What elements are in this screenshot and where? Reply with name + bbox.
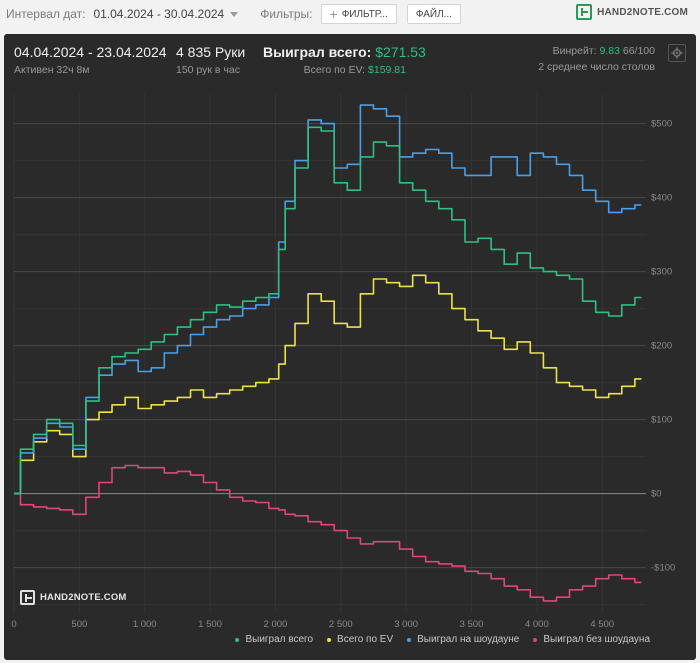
date-interval-select[interactable]: 01.04.2024 - 30.04.2024 [93, 7, 225, 21]
avg-tables: 2 среднее число столов [538, 61, 655, 73]
x-tick-label: 3 000 [394, 619, 418, 630]
logo-icon [20, 590, 35, 605]
logo-icon [576, 4, 593, 20]
legend-dot [533, 637, 538, 642]
y-tick-label: $300 [651, 267, 672, 278]
add-filter-label: ФИЛЬТР... [341, 8, 388, 20]
x-tick-label: 2 000 [264, 619, 288, 630]
x-tick-label: 0 [11, 619, 16, 630]
y-tick-label: $200 [651, 341, 672, 352]
series-line-2 [14, 104, 642, 495]
legend-label: Выиграл без шоудауна [543, 634, 650, 645]
interval-label: Интервал дат: [6, 7, 86, 21]
x-tick-label: 500 [71, 619, 87, 630]
legend-item[interactable]: Выиграл на шоудауне [407, 634, 519, 645]
chevron-down-icon[interactable] [230, 11, 239, 17]
series-line-3 [14, 464, 642, 602]
files-button[interactable]: ФАЙЛ... [406, 4, 461, 24]
watermark-text: HAND2NOTE.COM [40, 592, 127, 603]
winrate-unit: 66/100 [622, 45, 655, 57]
graph-panel: 04.04.2024 - 23.04.2024 Активен 32ч 8м 4… [4, 34, 696, 660]
settings-button[interactable] [668, 44, 686, 62]
top-toolbar: Интервал дат: 01.04.2024 - 30.04.2024 Фи… [0, 0, 700, 28]
gear-icon [671, 47, 683, 59]
y-tick-label: $500 [651, 119, 672, 130]
legend-dot [407, 637, 412, 642]
hands-per-hour: 150 рук в час [176, 64, 240, 76]
legend-label: Выиграл на шоудауне [417, 634, 520, 645]
x-tick-label: 1 500 [198, 619, 222, 630]
x-tick-label: 2 500 [329, 619, 353, 630]
add-filter-button[interactable]: + ФИЛЬТР... [320, 4, 397, 24]
total-won-label: Выиграл всего: [263, 44, 372, 60]
total-won-value: $271.53 [375, 44, 426, 60]
profit-chart: $500 $400 $300 $200 $100 $0 -$100 0 500 1 000 1 5… [11, 94, 675, 630]
plus-icon: + [329, 6, 338, 22]
legend-dot [327, 637, 332, 642]
app-logo: HAND2NOTE.COM [576, 4, 688, 20]
legend-label: Выиграл всего [245, 634, 314, 645]
session-date-range: 04.04.2024 - 23.04.2024 [14, 44, 167, 60]
legend-item[interactable]: Выиграл всего [235, 634, 313, 645]
winrate-label: Винрейт: [552, 45, 597, 57]
filters-label: Фильтры: [260, 7, 313, 21]
y-axis-ticks: $500 $400 $300 $200 $100 $0 -$100 [651, 119, 675, 574]
chart-grid [13, 94, 646, 612]
ev-total-value: $159.81 [368, 64, 406, 76]
total-won: Выиграл всего: $271.53 [263, 44, 426, 60]
legend-item[interactable]: Всего по EV [327, 634, 393, 645]
x-tick-label: 1 000 [133, 619, 157, 630]
hands-count: 4 835 Руки [176, 44, 246, 60]
plot-area [14, 94, 646, 612]
y-tick-label: -$100 [651, 563, 675, 574]
x-tick-label: 3 500 [460, 619, 484, 630]
legend-dot [235, 637, 240, 642]
x-tick-label: 4 000 [525, 619, 549, 630]
series-line-1 [14, 274, 642, 495]
series-line-0 [14, 126, 642, 495]
watermark-logo: HAND2NOTE.COM [20, 590, 127, 605]
chart-series [14, 104, 642, 602]
x-tick-label: 4 500 [590, 619, 614, 630]
ev-total-label: Всего по EV: [303, 64, 366, 76]
ev-total: Всего по EV: $159.81 [304, 64, 406, 76]
chart-legend: Выиграл всего Всего по EV Выиграл на шоу… [4, 634, 696, 645]
x-axis-ticks: 0 500 1 000 1 500 2 000 2 500 3 000 3 500 4 000 4… [11, 619, 614, 630]
winrate: Винрейт: 9.83 66/100 [553, 45, 655, 57]
y-tick-label: $400 [651, 193, 672, 204]
files-label: ФАЙЛ... [415, 8, 452, 20]
y-tick-label: $0 [651, 489, 662, 500]
winrate-value: 9.83 [599, 45, 620, 57]
logo-text: HAND2NOTE.COM [597, 6, 688, 18]
legend-item[interactable]: Выиграл без шоудауна [533, 634, 650, 645]
legend-label: Всего по EV [337, 634, 394, 645]
y-tick-label: $100 [651, 415, 672, 426]
active-time: Активен 32ч 8м [14, 64, 90, 76]
